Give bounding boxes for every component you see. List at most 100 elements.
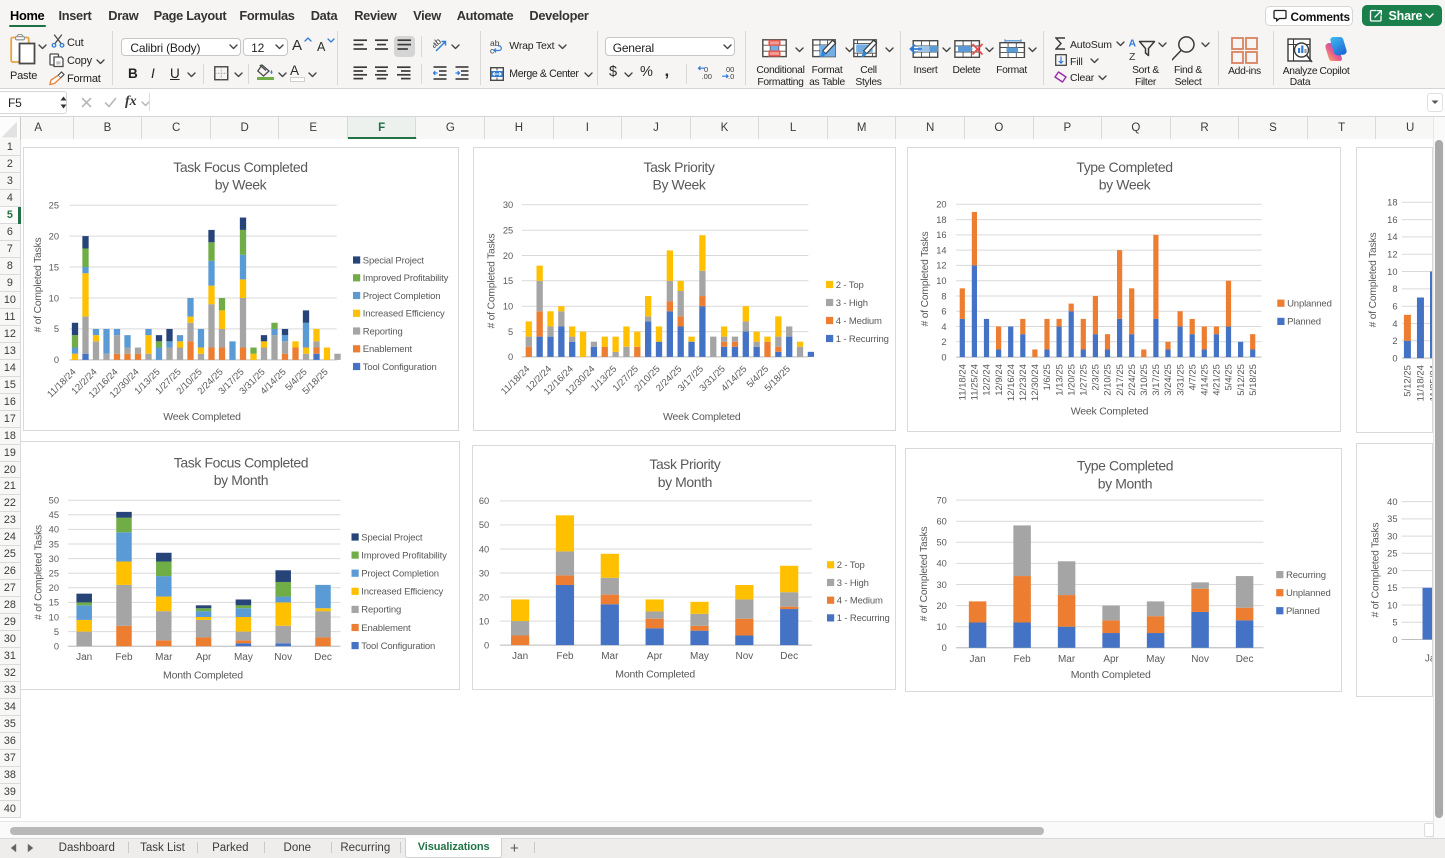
svg-text:ab: ab xyxy=(490,39,500,48)
svg-text:25: 25 xyxy=(503,225,513,235)
svg-text:Nov: Nov xyxy=(1192,654,1210,665)
svg-text:10: 10 xyxy=(503,301,513,311)
svg-text:Dec: Dec xyxy=(780,650,798,661)
svg-text:12/23/24: 12/23/24 xyxy=(1018,364,1029,401)
svg-text:10: 10 xyxy=(48,612,58,622)
svg-text:15: 15 xyxy=(49,262,59,272)
svg-text:3/10/25: 3/10/25 xyxy=(1139,364,1150,396)
svg-text:# of Completed Tasks: # of Completed Tasks xyxy=(920,526,931,621)
svg-text:Feb: Feb xyxy=(556,650,574,661)
svg-text:Type Completed: Type Completed xyxy=(1076,159,1172,175)
svg-text:1/27/25: 1/27/25 xyxy=(1078,364,1089,396)
svg-text:40: 40 xyxy=(479,544,489,554)
svg-text:4 - Medium: 4 - Medium xyxy=(836,315,882,326)
svg-text:Week Completed: Week Completed xyxy=(1070,406,1148,418)
svg-text:by Week: by Week xyxy=(1098,177,1151,193)
svg-text:Apr: Apr xyxy=(647,650,663,661)
svg-text:0: 0 xyxy=(941,352,946,362)
svg-text:10: 10 xyxy=(1387,267,1397,277)
svg-text:6: 6 xyxy=(941,307,946,317)
svg-text:Nov: Nov xyxy=(274,652,292,663)
svg-text:40: 40 xyxy=(937,558,947,568)
svg-text:25: 25 xyxy=(48,569,58,579)
svg-text:2 - Top: 2 - Top xyxy=(836,279,864,290)
svg-text:.0: .0 xyxy=(728,72,734,80)
svg-text:14: 14 xyxy=(1387,232,1397,242)
svg-text:50: 50 xyxy=(48,496,58,506)
svg-text:# of Completed Tasks: # of Completed Tasks xyxy=(920,232,931,327)
svg-text:6: 6 xyxy=(1392,302,1397,312)
svg-text:5/18/25: 5/18/25 xyxy=(1247,364,1258,396)
svg-text:Planned: Planned xyxy=(1286,606,1320,617)
svg-text:Planned: Planned xyxy=(1287,317,1321,328)
svg-text:Improved Profitability: Improved Profitability xyxy=(361,550,447,561)
svg-text:By Week: By Week xyxy=(653,176,707,192)
svg-text:3/24/25: 3/24/25 xyxy=(1163,364,1174,396)
svg-text:60: 60 xyxy=(479,496,489,506)
svg-text:30: 30 xyxy=(503,200,513,210)
svg-text:5/12/25: 5/12/25 xyxy=(1402,365,1413,397)
svg-text:16: 16 xyxy=(1387,215,1397,225)
svg-text:3 - High: 3 - High xyxy=(836,297,868,308)
svg-text:Tool Configuration: Tool Configuration xyxy=(363,361,437,372)
svg-text:5: 5 xyxy=(1392,618,1397,628)
svg-text:20: 20 xyxy=(503,250,513,260)
svg-text:11/18/24: 11/18/24 xyxy=(957,364,968,400)
svg-text:c: c xyxy=(490,46,495,55)
svg-text:35: 35 xyxy=(48,539,58,549)
svg-text:Month Completed: Month Completed xyxy=(163,670,243,682)
svg-text:3/31/25: 3/31/25 xyxy=(1175,364,1186,396)
svg-text:Task Focus Completed: Task Focus Completed xyxy=(173,455,307,471)
svg-text:Reporting: Reporting xyxy=(363,326,403,337)
svg-text:2/10/25: 2/10/25 xyxy=(1102,364,1113,396)
svg-text:10: 10 xyxy=(1387,600,1397,610)
svg-text:May: May xyxy=(233,652,252,663)
svg-text:1 - Recurring: 1 - Recurring xyxy=(837,613,890,624)
svg-text:11/18/24: 11/18/24 xyxy=(499,363,532,396)
svg-text:10: 10 xyxy=(936,276,946,286)
svg-text:0: 0 xyxy=(704,65,708,74)
svg-text:by Month: by Month xyxy=(658,473,712,489)
svg-text:Dec: Dec xyxy=(314,652,332,663)
svg-text:Reporting: Reporting xyxy=(361,605,401,616)
svg-text:40: 40 xyxy=(48,525,58,535)
svg-text:Task Focus Completed: Task Focus Completed xyxy=(173,159,307,175)
svg-text:20: 20 xyxy=(1387,566,1397,576)
svg-text:# of Completed Tasks: # of Completed Tasks xyxy=(33,237,44,332)
svg-text:3/17/25: 3/17/25 xyxy=(1151,364,1162,396)
svg-text:A: A xyxy=(1129,37,1137,49)
svg-text:11/18/24: 11/18/24 xyxy=(45,366,78,399)
svg-text:Task Priority: Task Priority xyxy=(649,455,720,471)
svg-text:0: 0 xyxy=(54,355,59,365)
svg-text:20: 20 xyxy=(479,592,489,602)
svg-text:5: 5 xyxy=(53,627,58,637)
svg-text:Jan: Jan xyxy=(512,650,528,661)
svg-text:11/25/24: 11/25/24 xyxy=(1428,365,1433,401)
svg-text:40: 40 xyxy=(1387,497,1397,507)
svg-text:5: 5 xyxy=(508,326,513,336)
svg-text:0: 0 xyxy=(1392,635,1397,645)
svg-text:20: 20 xyxy=(48,583,58,593)
svg-text:8: 8 xyxy=(941,291,946,301)
svg-text:Type Completed: Type Completed xyxy=(1077,457,1173,473)
svg-text:4: 4 xyxy=(1392,319,1397,329)
svg-text:1/20/25: 1/20/25 xyxy=(1066,364,1077,396)
svg-text:30: 30 xyxy=(1387,531,1397,541)
svg-text:12/30/24: 12/30/24 xyxy=(1030,364,1041,401)
svg-text:30: 30 xyxy=(48,554,58,564)
svg-text:Unplanned: Unplanned xyxy=(1287,299,1332,310)
svg-text:Improved Profitability: Improved Profitability xyxy=(363,273,449,284)
svg-text:20: 20 xyxy=(937,600,947,610)
svg-text:May: May xyxy=(690,650,709,661)
svg-text:30: 30 xyxy=(479,568,489,578)
svg-text:20: 20 xyxy=(936,200,946,210)
svg-text:20: 20 xyxy=(49,231,59,241)
svg-text:18: 18 xyxy=(936,215,946,225)
svg-text:Project Completion: Project Completion xyxy=(361,569,439,580)
svg-text:ab: ab xyxy=(433,38,443,50)
svg-text:1 - Recurring: 1 - Recurring xyxy=(836,333,889,344)
svg-text:Apr: Apr xyxy=(195,652,211,663)
svg-text:Recurring: Recurring xyxy=(1286,569,1326,580)
svg-text:4 - Medium: 4 - Medium xyxy=(837,595,883,606)
svg-text:Unplanned: Unplanned xyxy=(1286,588,1331,599)
